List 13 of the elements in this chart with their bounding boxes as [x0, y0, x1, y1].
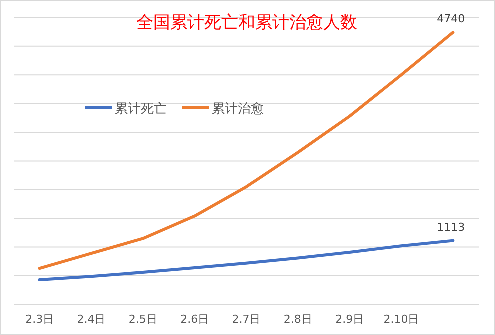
x-tick-label: 2.6日	[180, 313, 210, 326]
data-label: 1113	[437, 220, 466, 234]
x-tick-label: 2.8日	[284, 313, 312, 326]
x-tick-label: 2.10日	[384, 313, 420, 326]
data-label: 4740	[437, 12, 466, 26]
legend-label: 累计治愈	[212, 102, 264, 117]
x-tick-label: 2.9日	[336, 313, 364, 326]
chart-title: 全国累计死亡和累计治愈人数	[136, 13, 358, 33]
x-tick-label: 2.5日	[128, 313, 158, 326]
x-tick-label: 2.7日	[232, 313, 261, 326]
x-tick-label: 2.4日	[77, 313, 106, 326]
x-tick-label: 2.3日	[26, 313, 54, 326]
legend-label: 累计死亡	[115, 101, 167, 117]
